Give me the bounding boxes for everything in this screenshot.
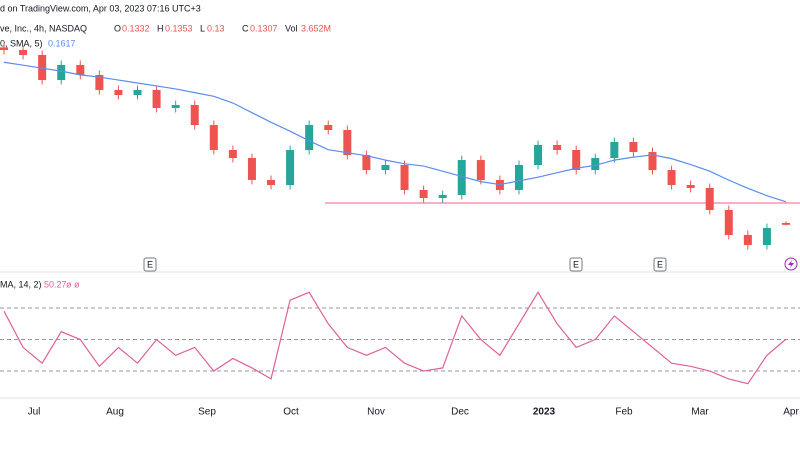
ohlc-value: 0.13: [207, 23, 225, 33]
event-box: [569, 257, 583, 272]
candle-body: [247, 158, 256, 180]
event-box: [653, 257, 667, 272]
x-tick-label: Jul: [28, 407, 41, 418]
volume-value: 3.652M: [301, 23, 331, 33]
ohlc-value: 0.1307: [250, 23, 278, 33]
candle-body: [629, 142, 638, 153]
candle-body: [95, 74, 104, 90]
symbol: ve, Inc., 4h, NASDAQ: [0, 23, 87, 33]
ohlc-label: O: [114, 23, 121, 33]
candle-body: [381, 164, 390, 171]
candle-body: [762, 228, 771, 245]
x-tick-label: Nov: [367, 407, 385, 418]
candle-body: [209, 125, 218, 151]
candle-body: [534, 144, 543, 165]
candle-body: [553, 144, 562, 151]
sma-value: 0.1617: [48, 38, 76, 48]
candle-body: [743, 234, 752, 245]
event-markers: E E E: [143, 257, 798, 272]
x-tick-label: Oct: [283, 407, 299, 418]
x-tick-label: Dec: [451, 407, 469, 418]
candle-body: [438, 195, 447, 198]
ohlc-label: L: [200, 23, 205, 33]
x-tick-label: 2023: [533, 407, 556, 418]
ohlc-value: 0.1332: [122, 23, 150, 33]
candle-body: [782, 222, 790, 225]
event-label: E: [573, 259, 579, 269]
rsi-extra: ø ø: [66, 279, 80, 289]
event-box: [143, 257, 157, 272]
rsi-label: MA, 14, 2): [0, 279, 42, 289]
sma-line: [3, 61, 787, 203]
candle-body: [0, 47, 8, 51]
candle-body: [133, 89, 142, 96]
x-tick-label: Feb: [615, 407, 633, 418]
candle-body: [228, 150, 237, 159]
candle-body: [724, 209, 733, 235]
candle-body: [114, 89, 123, 96]
chart-title: d on TradingView.com, Apr 03, 2023 07:16…: [0, 3, 201, 13]
candle-body: [686, 185, 695, 188]
event-label: E: [147, 259, 153, 269]
rsi-value: 50.27: [44, 279, 67, 289]
candle-body: [610, 142, 619, 159]
candle-body: [514, 164, 523, 190]
candle-body: [324, 125, 333, 131]
candle-body: [19, 50, 28, 55]
volume-label: Vol: [285, 23, 298, 33]
candle-body: [457, 160, 466, 196]
candle-body: [362, 154, 371, 171]
candle-body: [667, 170, 676, 186]
ohlc-label: C: [242, 23, 249, 33]
candle-body: [476, 160, 485, 180]
candle-body: [171, 105, 180, 108]
candle-body: [76, 64, 85, 75]
candle-body: [591, 158, 600, 171]
rsi-line: [3, 291, 787, 385]
candle-body: [57, 64, 66, 81]
time-axis: Jul Aug Sep Oct Nov Dec 2023 Feb Mar Apr: [28, 407, 800, 418]
candle-body: [343, 130, 352, 155]
x-tick-label: Apr: [783, 407, 799, 418]
candle-body: [648, 152, 657, 171]
candle-body: [286, 150, 295, 186]
candle-body: [38, 54, 47, 81]
event-label: E: [657, 259, 663, 269]
candle-body: [152, 89, 161, 108]
candle-body: [419, 189, 428, 198]
candle-body: [267, 179, 276, 186]
ohlc-label: H: [157, 23, 164, 33]
x-tick-label: Mar: [691, 407, 709, 418]
candle-body: [190, 105, 199, 126]
candle-body: [705, 187, 714, 210]
candle-body: [305, 125, 314, 151]
sma-label: 0, SMA, 5): [0, 38, 43, 48]
ohlc-value: 0.1353: [165, 23, 193, 33]
dividend-bolt: [788, 260, 794, 268]
x-tick-label: Sep: [198, 407, 216, 418]
candle-body: [400, 164, 409, 190]
x-tick-label: Aug: [106, 407, 124, 418]
candle-body: [572, 150, 581, 171]
